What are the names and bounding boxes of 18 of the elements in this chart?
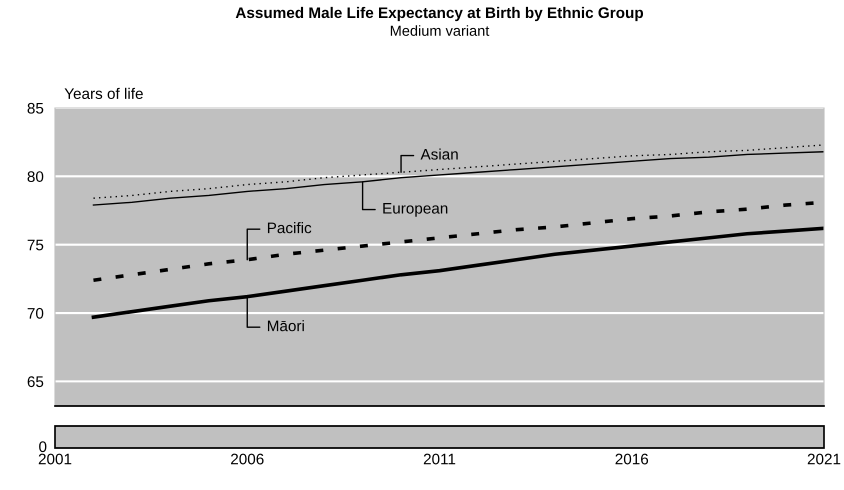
y-tick-label: 75 [28,240,44,250]
y-tick-label: 65 [28,376,44,388]
chart-subtitle: Medium variant [390,25,490,36]
x-tick-label: 2006 [231,454,264,464]
annotation: Māori [268,320,304,332]
x-tick-label: 2016 [616,454,648,464]
y-tick-label: 85 [28,102,44,114]
y-tick-label: 70 [28,308,44,319]
x-tick-label: 2011 [424,454,456,464]
annotation: Asian [420,148,458,160]
y-axis-title: Years of life [64,88,143,100]
x-tick-label: 2001 [38,454,72,464]
annotation: Pacific [268,222,312,234]
text: 0 [39,441,46,452]
x-tick-label: 2021 [808,454,840,464]
annotation: European [383,203,448,217]
chart-title: Assumed Male Life Expectancy at Birth by Ethnic Group [236,6,644,22]
y-tick-label: 80 [28,171,44,182]
